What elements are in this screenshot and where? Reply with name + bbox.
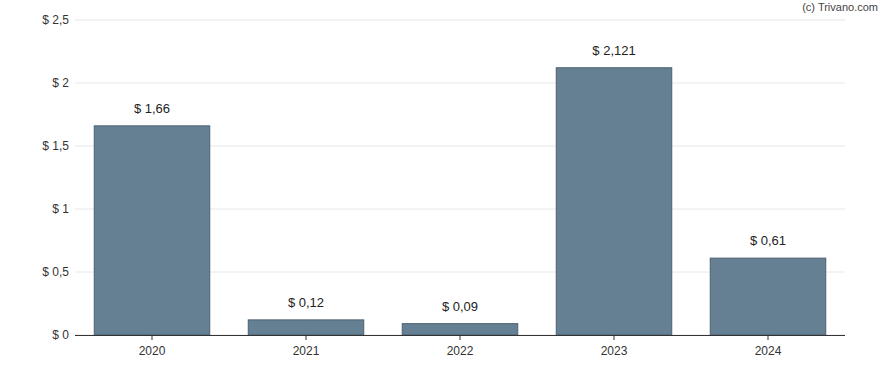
x-tick-label: 2024 (755, 344, 782, 358)
x-tick-label: 2020 (139, 344, 166, 358)
y-axis-line (75, 20, 76, 335)
x-tick (614, 335, 615, 340)
page: {"chart_data": {"type": "bar", "categori… (0, 0, 888, 370)
bar (556, 68, 672, 335)
grid-line (75, 83, 845, 84)
data-label: $ 0,61 (750, 233, 786, 248)
y-tick-label: $ 1 (52, 202, 69, 216)
grid-line (75, 20, 845, 21)
bar (248, 320, 364, 335)
y-tick-label: $ 2,5 (42, 13, 69, 27)
x-tick (152, 335, 153, 340)
data-label: $ 1,66 (134, 101, 170, 116)
bar (402, 324, 518, 335)
data-label: $ 2,121 (592, 43, 635, 58)
x-tick (306, 335, 307, 340)
y-tick-label: $ 1,5 (42, 139, 69, 153)
y-tick-label: $ 0,5 (42, 265, 69, 279)
bar (94, 126, 210, 335)
chart: $ 0 $ 0,5 $ 1 $ 1,5 $ 2 $ 2,5 $ 1,66 $ 0,12 $ 0,… (0, 0, 888, 370)
x-tick-label: 2023 (601, 344, 628, 358)
data-label: $ 0,12 (288, 295, 324, 310)
credit: (c) Trivano.com (802, 1, 878, 13)
x-tick-label: 2022 (447, 344, 474, 358)
y-tick-label: $ 2 (52, 76, 69, 90)
x-tick (768, 335, 769, 340)
bar (710, 258, 826, 335)
y-tick-label: $ 0 (52, 328, 69, 342)
data-label: $ 0,09 (442, 299, 478, 314)
x-tick-label: 2021 (293, 344, 320, 358)
x-tick (460, 335, 461, 340)
